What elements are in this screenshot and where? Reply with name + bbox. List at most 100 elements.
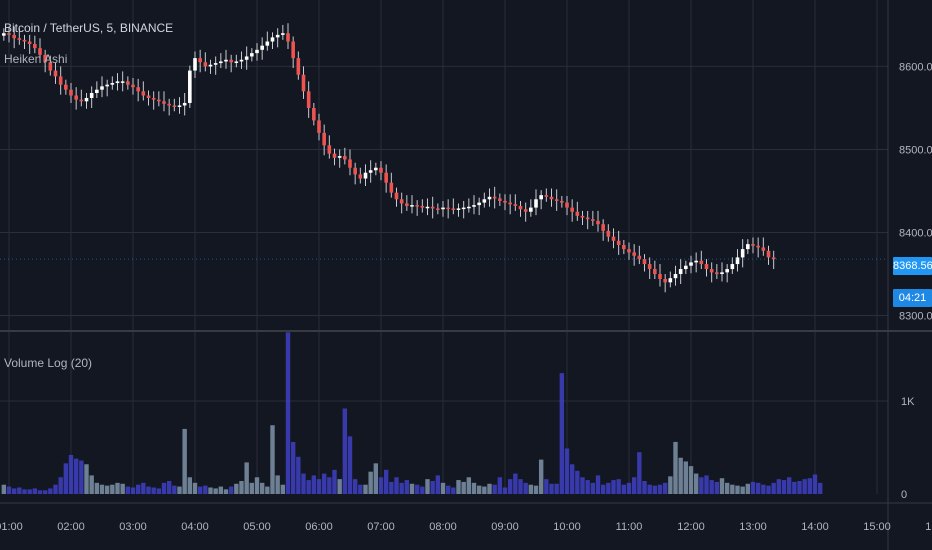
volume-bar [766, 485, 771, 494]
candle-bear [229, 59, 233, 63]
volume-bar [254, 477, 260, 494]
candle-bear [771, 257, 776, 260]
volume-bar [544, 479, 549, 494]
candle-bear [348, 159, 352, 168]
candle-bear [131, 84, 135, 88]
time-tick-label: 12:00 [677, 521, 705, 533]
symbol-title: Bitcoin / TetherUS, 5, BINANCE [4, 21, 174, 35]
volume-bar [358, 484, 363, 494]
volume-bar [585, 480, 590, 494]
volume-bar [130, 487, 136, 494]
volume-bar [1, 484, 7, 494]
volume-bar [68, 454, 74, 494]
volume-bar [409, 483, 415, 494]
candle-bull [100, 86, 104, 90]
candle-bull [725, 269, 729, 273]
candle-bear [549, 196, 554, 200]
candle-bear [22, 39, 27, 42]
candle-bear [699, 260, 704, 265]
volume-bar [197, 486, 203, 494]
candle-bear [286, 33, 290, 42]
candle-bull [182, 102, 187, 106]
volume-bar [699, 477, 704, 494]
candle-bull [105, 84, 109, 87]
candle-bear [43, 54, 47, 63]
volume-bar [714, 481, 720, 494]
candle-bear [565, 202, 569, 208]
volume-bar [533, 485, 539, 494]
volume-bar [662, 482, 668, 494]
candle-bear [157, 99, 161, 102]
price-tick-label: 8400.00 [899, 228, 932, 240]
time-tick-label: 09:00 [491, 521, 519, 533]
candle-bull [110, 83, 115, 85]
candle-bear [296, 58, 301, 75]
volume-bar [735, 485, 740, 494]
volume-study-label[interactable]: Volume Log (20) [4, 356, 93, 370]
volume-bar [94, 482, 100, 494]
candle-bear [79, 99, 84, 102]
volume-bar [172, 485, 177, 494]
volume-bar [177, 486, 182, 494]
candle-bear [616, 240, 621, 245]
volume-bar [606, 482, 611, 494]
volume-bar [120, 483, 125, 494]
candle-bear [7, 33, 11, 35]
volume-bar [389, 481, 394, 494]
time-tick-label: 03:00 [119, 521, 147, 533]
candle-bear [446, 207, 450, 210]
candle-bull [374, 167, 378, 171]
candle-bear [327, 145, 332, 154]
volume-bar [482, 486, 487, 494]
candle-bull [694, 260, 698, 263]
candle-bear [384, 172, 388, 183]
heiken-ashi-study-label[interactable]: Heiken Ashi [4, 52, 68, 66]
volume-bar [316, 479, 322, 494]
volume-bar [466, 477, 472, 494]
time-tick-label: 05:00 [243, 521, 271, 533]
candle-bull [275, 34, 280, 38]
candle-bull [477, 202, 481, 206]
candle-bull [89, 93, 94, 98]
volume-bar [683, 461, 689, 494]
volume-bar [688, 466, 694, 494]
volume-bar [430, 480, 435, 494]
candle-bull [281, 33, 285, 35]
volume-bar [166, 480, 172, 494]
candle-bear [436, 208, 440, 210]
volume-bar [668, 476, 673, 494]
volume-bar [652, 485, 658, 494]
candle-bull [482, 199, 487, 203]
volume-bar [549, 483, 554, 494]
volume-bar [378, 477, 384, 494]
candle-bull [720, 272, 724, 275]
time-tick-label: 16:00 [925, 521, 932, 533]
candle-bull [193, 58, 197, 71]
volume-bar [719, 478, 725, 494]
volume-bar [523, 482, 528, 494]
volume-bar [730, 484, 735, 494]
time-tick-label: 11:00 [616, 521, 643, 533]
volume-bar [595, 475, 601, 494]
candle-bull [441, 207, 445, 210]
candle-bull [487, 196, 492, 200]
volume-bar [285, 332, 291, 494]
volume-bar [337, 479, 342, 494]
candle-bull [120, 81, 125, 83]
candle-bear [492, 196, 497, 199]
time-tick-label: 15:00 [863, 521, 891, 533]
candle-bear [498, 198, 502, 201]
candle-bull [689, 262, 693, 266]
candle-bear [554, 199, 559, 201]
candle-bear [343, 156, 347, 160]
volume-bar [146, 486, 151, 494]
volume-bar [53, 484, 58, 494]
candle-bear [353, 167, 357, 175]
candle-bear [291, 41, 295, 59]
candle-bear [451, 208, 456, 210]
volume-bar [228, 486, 234, 494]
volume-bar [265, 486, 270, 494]
volume-bar [435, 475, 441, 494]
candle-bear [709, 269, 714, 273]
